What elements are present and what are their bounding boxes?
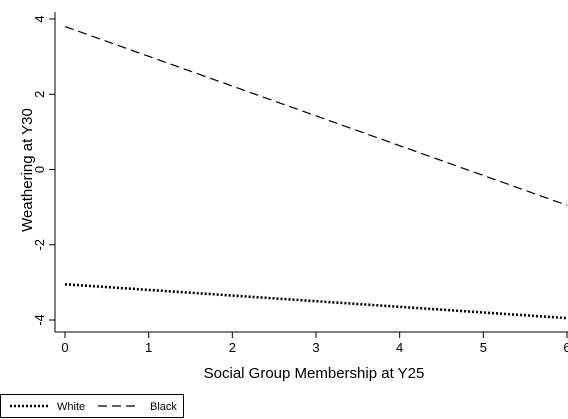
series-line-black: [64, 25, 568, 206]
x-tick-label: 0: [61, 340, 68, 355]
series-line-white: [64, 282, 568, 320]
x-axis-label: Social Group Membership at Y25: [204, 365, 425, 382]
x-tick-label: 2: [229, 340, 236, 355]
x-tick-label: 1: [145, 340, 152, 355]
y-tick-label: -4: [32, 314, 47, 326]
legend-box: [0, 394, 184, 418]
series-layer: [64, 25, 568, 320]
y-tick-label: -2: [32, 239, 47, 251]
y-axis-label: Weathering at Y30: [19, 108, 36, 232]
y-tick-label: 2: [32, 91, 47, 98]
x-tick-label: 6: [563, 340, 568, 355]
legend-label-white: White: [57, 401, 85, 413]
y-tick-label: 0: [32, 166, 47, 173]
legend-label-black: Black: [150, 401, 177, 413]
axes: 0 1 2 3 4 5 6 -4 -2 0 2 4: [32, 12, 568, 355]
legend: White Black: [0, 394, 184, 418]
x-tick-label: 5: [480, 340, 487, 355]
x-tick-label: 4: [396, 340, 403, 355]
x-tick-label: 3: [312, 340, 319, 355]
y-tick-label: 4: [32, 15, 47, 22]
